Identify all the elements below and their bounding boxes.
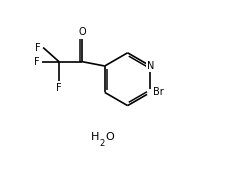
Text: F: F [56,83,62,93]
Text: O: O [105,132,114,142]
Text: N: N [147,61,154,71]
Text: F: F [35,57,40,67]
Text: O: O [78,27,86,37]
Text: Br: Br [153,87,164,97]
Text: 2: 2 [99,139,105,148]
Text: H: H [91,132,99,142]
Text: F: F [35,43,41,52]
